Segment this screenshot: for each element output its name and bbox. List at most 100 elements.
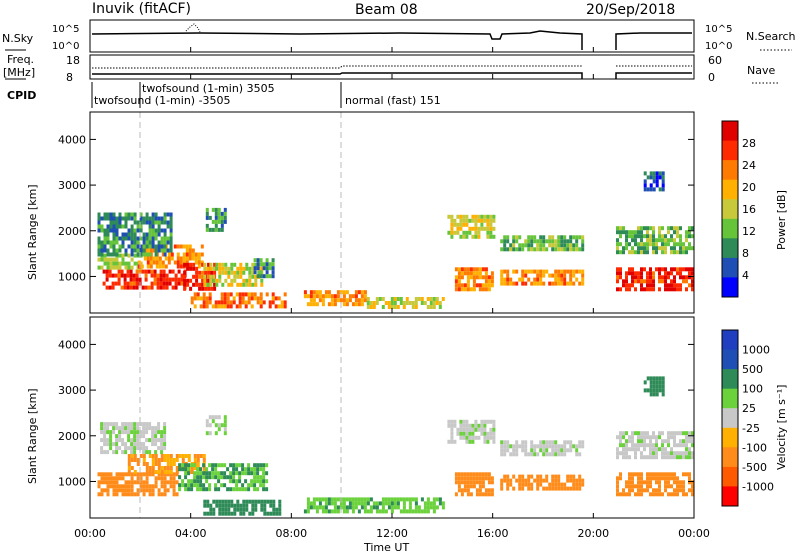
cell-1-0 xyxy=(109,484,113,489)
cell-1-6 xyxy=(351,505,355,510)
cell-0-7 xyxy=(151,240,155,245)
cell-0-15 xyxy=(688,283,691,288)
cell-1-9 xyxy=(572,482,576,487)
cell-1-3 xyxy=(275,507,279,512)
cell-1-0 xyxy=(127,492,131,497)
cell-0-15 xyxy=(640,287,643,292)
cell-1-4 xyxy=(157,446,161,451)
cell-0-7 xyxy=(160,236,164,241)
cell-0-9 xyxy=(327,290,331,295)
cell-1-10 xyxy=(536,452,540,457)
colorbar-swatch xyxy=(722,466,738,487)
cell-0-1 xyxy=(121,257,125,262)
cell-0-3 xyxy=(195,282,199,287)
cell-1-4 xyxy=(100,438,104,443)
cell-0-3 xyxy=(198,270,202,275)
cell-0-7 xyxy=(100,224,104,229)
cell-1-6 xyxy=(312,501,316,506)
cell-0-12 xyxy=(477,230,481,235)
cell-1-9 xyxy=(569,486,573,491)
cell-0-10 xyxy=(375,301,379,305)
cell-1-12 xyxy=(679,443,682,448)
cell-0-4 xyxy=(218,262,222,267)
cell-0-14 xyxy=(530,247,534,252)
cell-1-2 xyxy=(178,467,182,472)
cell-0-2 xyxy=(176,252,180,257)
cell-1-4 xyxy=(100,450,104,455)
cell-1-3 xyxy=(248,511,252,516)
cell-0-15 xyxy=(640,267,643,272)
cell-1-7 xyxy=(481,476,485,481)
cell-1-4 xyxy=(133,434,137,439)
cell-0-0 xyxy=(117,277,121,282)
cell-1-6 xyxy=(309,501,313,506)
cell-0-3 xyxy=(195,270,199,275)
cell-1-11 xyxy=(637,492,640,497)
cell-0-13 xyxy=(581,281,585,286)
cell-0-16 xyxy=(685,234,688,239)
cell-0-2 xyxy=(149,260,153,265)
cell-1-6 xyxy=(435,497,439,502)
cell-1-4 xyxy=(121,438,125,443)
cell-0-13 xyxy=(503,277,507,282)
cell-0-12 xyxy=(477,218,481,223)
cell-0-10 xyxy=(399,301,403,305)
cell-0-7 xyxy=(100,252,104,257)
cell-1-4 xyxy=(157,426,161,431)
cell-1-10 xyxy=(551,444,555,449)
cell-0-11 xyxy=(469,275,473,280)
cell-0-15 xyxy=(649,271,652,276)
cell-0-4 xyxy=(248,282,252,287)
cell-0-14 xyxy=(527,243,531,248)
cell-1-4 xyxy=(136,442,140,447)
cell-0-12 xyxy=(453,222,457,227)
cell-0-3 xyxy=(189,266,193,271)
cell-0-4 xyxy=(260,282,264,287)
cell-0-0 xyxy=(123,277,127,282)
cell-0-0 xyxy=(168,277,172,282)
cell-1-0 xyxy=(130,476,134,481)
cell-0-1 xyxy=(130,265,134,270)
cell-1-2 xyxy=(262,487,266,492)
cell-1-3 xyxy=(227,503,231,508)
cell-0-5 xyxy=(256,266,260,271)
cell-0-8 xyxy=(205,211,209,216)
cell-0-2 xyxy=(155,260,159,265)
cell-1-2 xyxy=(256,475,260,480)
cell-1-7 xyxy=(460,476,464,481)
cell-0-13 xyxy=(503,269,507,274)
cell-0-2 xyxy=(149,248,153,253)
cell-0-4 xyxy=(245,262,249,267)
cell-0-4 xyxy=(233,270,237,275)
cell-1-12 xyxy=(622,435,625,440)
cell-0-15 xyxy=(619,275,622,280)
cell-0-7 xyxy=(169,216,173,221)
cell-1-12 xyxy=(628,447,631,452)
cell-0-4 xyxy=(218,270,222,275)
cell-0-11 xyxy=(463,271,467,276)
cell-1-12 xyxy=(679,451,682,456)
cell-0-2 xyxy=(170,256,174,261)
cell-0-7 xyxy=(115,240,119,245)
cell-1-9 xyxy=(575,478,579,483)
cell-0-17 xyxy=(652,187,656,192)
cell-1-11 xyxy=(640,488,643,493)
cell-1-6 xyxy=(390,497,394,502)
cell-0-14 xyxy=(551,247,555,252)
cell-0-1 xyxy=(112,265,116,270)
cell-1-2 xyxy=(235,471,239,476)
cell-1-0 xyxy=(163,488,167,493)
cell-0-16 xyxy=(658,230,661,235)
cell-0-16 xyxy=(631,230,634,235)
cell-0-17 xyxy=(646,175,650,180)
cell-1-10 xyxy=(506,440,510,445)
cell-0-15 xyxy=(634,287,637,292)
cell-1-0 xyxy=(136,480,140,485)
cell-1-8 xyxy=(477,423,481,428)
cell-0-8 xyxy=(220,219,224,224)
cell-1-3 xyxy=(212,499,216,504)
cell-1-2 xyxy=(202,475,206,480)
cell-0-0 xyxy=(117,273,121,278)
